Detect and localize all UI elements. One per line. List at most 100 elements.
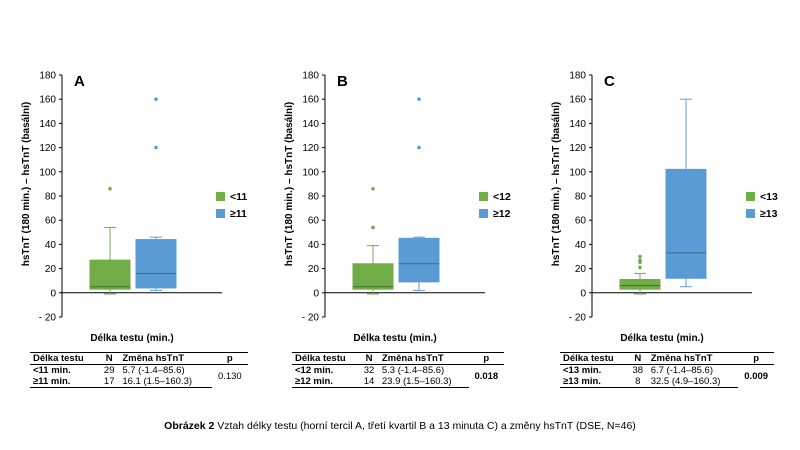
y-tick-label: 20 <box>308 264 320 275</box>
outlier-point <box>638 258 642 262</box>
y-tick-label: 100 <box>569 167 586 178</box>
panel-c-table: Délka testu N Změna hsTnT p <13 min. 38 … <box>560 352 774 388</box>
y-tick-label: 180 <box>569 71 586 82</box>
table-row: ≥13 min. 8 32.5 (4.9–160.3) <box>560 376 774 388</box>
row-change: 5.3 (-1.4–85.6) <box>381 365 445 376</box>
y-tick-label: - 20 <box>302 313 320 324</box>
row-label: ≥12 min. <box>292 376 360 388</box>
row-change: 5.7 (-1.4–85.6) <box>122 365 185 376</box>
outlier-point <box>371 186 375 191</box>
box-low <box>89 259 131 290</box>
y-tick-label: 0 <box>50 288 56 299</box>
y-tick-label: 120 <box>569 143 586 154</box>
legend-label: <12 <box>493 191 511 203</box>
y-tick-label: 0 <box>580 288 586 299</box>
panel-label: A <box>74 73 85 90</box>
table-row: <13 min. 38 6.7 (-1.4–85.6) 0.009 <box>560 365 774 382</box>
y-tick-label: - 20 <box>569 313 587 324</box>
x-axis-label: Délka testu (min.) <box>90 333 173 344</box>
box-high <box>135 239 177 289</box>
table-row: <12 min. 32 5.3 (-1.4–85.6) 0.018 <box>292 365 504 382</box>
p-value: 0.009 <box>744 370 769 382</box>
y-tick-label: 80 <box>575 192 587 203</box>
row-change: 32.5 (4.9–160.3) <box>647 376 739 388</box>
row-n: 38 <box>632 365 644 376</box>
row-label: <12 min. <box>295 365 334 376</box>
y-tick-label: 60 <box>575 216 587 227</box>
panel-b-table: Délka testu N Změna hsTnT p <12 min. 32 … <box>292 352 504 388</box>
box-low <box>352 263 394 290</box>
caption-label: Obrázek 2 <box>164 420 215 432</box>
y-axis-label: hsTnT (180 min.) – hsTnT (basální) <box>551 102 562 266</box>
y-tick-label: 120 <box>39 143 56 154</box>
table-row: ≥11 min. 17 16.1 (1.5–160.3) <box>30 376 248 388</box>
legend-swatch <box>746 209 755 218</box>
y-tick-label: 20 <box>45 264 57 275</box>
box-high <box>398 237 440 283</box>
y-tick-label: 40 <box>308 240 320 251</box>
table-header-length: Délka testu <box>560 352 628 365</box>
legend-swatch <box>746 192 755 201</box>
table-row: <11 min. 29 5.7 (-1.4–85.6) 0.130 <box>30 365 248 382</box>
y-tick-label: 60 <box>45 216 57 227</box>
row-n: 17 <box>99 376 120 388</box>
y-tick-label: 120 <box>302 143 319 154</box>
y-tick-label: 140 <box>302 119 319 130</box>
y-tick-label: 160 <box>39 95 56 106</box>
y-tick-label: 20 <box>575 264 587 275</box>
outlier-point <box>371 225 375 230</box>
y-tick-label: 140 <box>569 119 586 130</box>
y-tick-label: - 20 <box>39 313 57 324</box>
outlier-point <box>154 145 158 150</box>
table-header-change: Změna hsTnT <box>119 352 212 365</box>
row-n: 32 <box>363 365 375 376</box>
table-header-change: Změna hsTnT <box>647 352 739 365</box>
row-label: <11 min. <box>33 365 71 376</box>
y-tick-label: 160 <box>302 95 319 106</box>
table-header-n: N <box>99 352 120 365</box>
y-tick-label: 80 <box>45 192 57 203</box>
panel-a-table: Délka testu N Změna hsTnT p <11 min. 29 … <box>30 352 248 388</box>
y-tick-label: 180 <box>39 71 56 82</box>
row-n: 29 <box>103 365 115 376</box>
legend-label: ≥13 <box>760 208 778 220</box>
outlier-point <box>638 254 642 259</box>
y-tick-label: 80 <box>308 192 320 203</box>
row-change: 6.7 (-1.4–85.6) <box>650 365 714 376</box>
legend-label: ≥12 <box>493 208 511 220</box>
table-row: ≥12 min. 14 23.9 (1.5–160.3) <box>292 376 504 388</box>
legend-label: ≥11 <box>230 208 247 220</box>
y-tick-label: 40 <box>575 240 587 251</box>
outlier-point <box>108 186 112 191</box>
x-axis-label: Délka testu (min.) <box>353 333 436 344</box>
table-header-length: Délka testu <box>30 352 100 365</box>
table-header-p: p <box>738 352 774 365</box>
row-change: 23.9 (1.5–160.3) <box>378 376 469 388</box>
y-axis-label: hsTnT (180 min.) – hsTnT (basální) <box>284 102 295 266</box>
y-tick-label: 0 <box>313 288 319 299</box>
legend-swatch <box>216 209 225 218</box>
row-label: ≥11 min. <box>30 376 100 388</box>
panel-label: C <box>604 73 615 90</box>
y-tick-label: 100 <box>302 167 319 178</box>
x-axis-label: Délka testu (min.) <box>620 333 703 344</box>
box-low <box>619 278 661 290</box>
y-axis-label: hsTnT (180 min.) – hsTnT (basální) <box>21 102 32 266</box>
row-label: <13 min. <box>563 365 602 376</box>
table-header-n: N <box>359 352 379 365</box>
legend-label: <11 <box>230 191 247 203</box>
panel-label: B <box>337 73 348 90</box>
p-value: 0.018 <box>474 370 499 382</box>
box-high <box>665 168 707 279</box>
y-tick-label: 160 <box>569 95 586 106</box>
table-header-n: N <box>627 352 648 365</box>
legend-swatch <box>479 192 488 201</box>
row-change: 16.1 (1.5–160.3) <box>119 376 212 388</box>
outlier-point <box>417 145 421 150</box>
y-tick-label: 100 <box>39 167 56 178</box>
row-n: 14 <box>359 376 379 388</box>
y-tick-label: 140 <box>39 119 56 130</box>
outlier-point <box>638 265 642 270</box>
outlier-point <box>417 97 421 101</box>
